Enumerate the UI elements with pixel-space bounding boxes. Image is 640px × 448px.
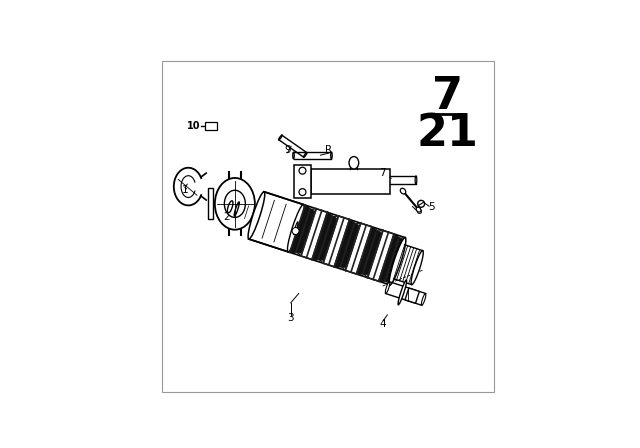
Ellipse shape (400, 188, 406, 194)
Ellipse shape (227, 201, 233, 213)
Text: R: R (325, 145, 332, 155)
Text: 6: 6 (415, 206, 422, 216)
Ellipse shape (234, 202, 239, 216)
Ellipse shape (294, 222, 298, 235)
Ellipse shape (385, 282, 390, 293)
Polygon shape (334, 220, 360, 267)
Polygon shape (356, 227, 382, 275)
Text: 3: 3 (287, 313, 294, 323)
Text: 5: 5 (428, 202, 435, 212)
Text: 7: 7 (379, 168, 385, 178)
Bar (294, 164, 311, 198)
Ellipse shape (349, 156, 358, 169)
Text: 9: 9 (284, 145, 291, 155)
Circle shape (299, 167, 306, 174)
Ellipse shape (292, 152, 294, 159)
Ellipse shape (415, 176, 417, 184)
Text: 1: 1 (182, 185, 188, 195)
Ellipse shape (398, 280, 406, 305)
Ellipse shape (421, 293, 426, 305)
Ellipse shape (303, 152, 307, 157)
Text: 4: 4 (380, 319, 387, 328)
Ellipse shape (248, 192, 265, 239)
Text: 21: 21 (416, 112, 478, 155)
FancyBboxPatch shape (205, 122, 217, 130)
Circle shape (292, 228, 299, 234)
Ellipse shape (411, 250, 423, 284)
Text: 10: 10 (187, 121, 200, 131)
Polygon shape (312, 212, 337, 260)
Bar (311, 169, 390, 194)
Ellipse shape (389, 237, 406, 285)
Ellipse shape (278, 135, 282, 140)
Text: 7: 7 (431, 75, 463, 118)
Polygon shape (290, 205, 316, 253)
Ellipse shape (416, 207, 421, 212)
Text: 2: 2 (223, 212, 230, 222)
Ellipse shape (287, 205, 304, 252)
Ellipse shape (225, 190, 245, 217)
Bar (405, 288, 419, 303)
Polygon shape (208, 188, 213, 220)
Ellipse shape (215, 178, 255, 230)
Circle shape (299, 189, 306, 195)
Circle shape (418, 200, 424, 207)
Ellipse shape (331, 152, 332, 159)
Polygon shape (379, 234, 404, 282)
Text: NE: NE (207, 124, 215, 129)
